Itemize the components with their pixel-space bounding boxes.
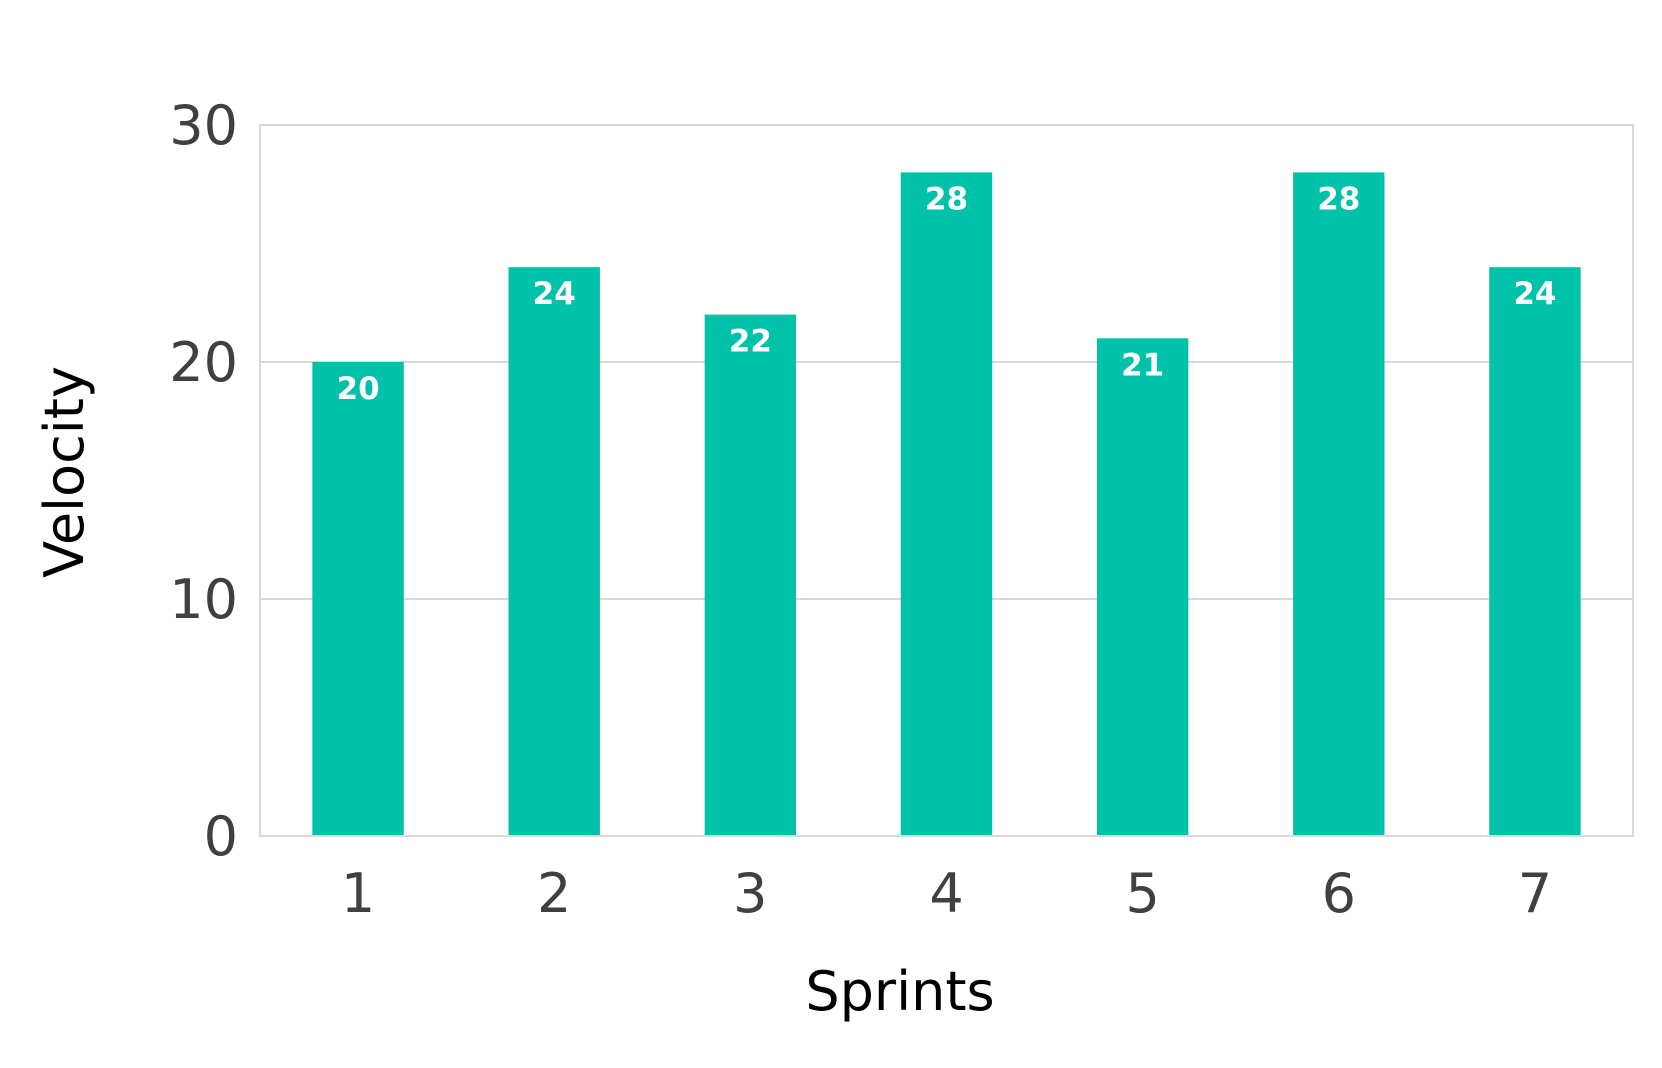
plot-area-border bbox=[259, 124, 1634, 837]
x-tick-label: 1 bbox=[341, 862, 375, 925]
bar-sprint-5 bbox=[1096, 338, 1189, 836]
bars bbox=[312, 172, 1581, 837]
y-axis-ticks: 0 10 20 30 bbox=[169, 94, 238, 868]
y-axis-title: Velocity bbox=[33, 366, 96, 578]
bar-sprint-4 bbox=[900, 172, 993, 836]
x-tick-label: 3 bbox=[733, 862, 767, 925]
data-label: 24 bbox=[533, 276, 576, 312]
bar-sprint-6 bbox=[1293, 172, 1385, 836]
data-label: 24 bbox=[1513, 276, 1556, 312]
x-axis-ticks: 1 2 3 4 5 6 7 bbox=[341, 862, 1552, 925]
data-labels: 20 24 22 28 21 28 24 bbox=[337, 181, 1557, 407]
data-label: 20 bbox=[337, 371, 380, 407]
data-label: 21 bbox=[1121, 347, 1164, 383]
y-tick-label: 10 bbox=[169, 568, 238, 631]
data-label: 28 bbox=[925, 181, 968, 217]
x-axis-title: Sprints bbox=[805, 960, 994, 1023]
y-tick-label: 20 bbox=[169, 331, 238, 394]
x-tick-label: 2 bbox=[537, 862, 571, 925]
x-tick-label: 6 bbox=[1322, 862, 1356, 925]
data-label: 28 bbox=[1317, 181, 1360, 217]
bar-sprint-1 bbox=[312, 362, 404, 836]
data-label: 22 bbox=[729, 324, 772, 360]
x-tick-label: 5 bbox=[1125, 862, 1159, 925]
bar-sprint-2 bbox=[508, 267, 600, 836]
y-tick-label: 30 bbox=[169, 94, 238, 157]
y-tick-label: 0 bbox=[204, 805, 238, 868]
bar-sprint-3 bbox=[704, 314, 797, 837]
x-tick-label: 4 bbox=[929, 862, 963, 925]
x-tick-label: 7 bbox=[1518, 862, 1552, 925]
plot-frame bbox=[259, 124, 1634, 837]
bar-sprint-7 bbox=[1489, 267, 1581, 836]
